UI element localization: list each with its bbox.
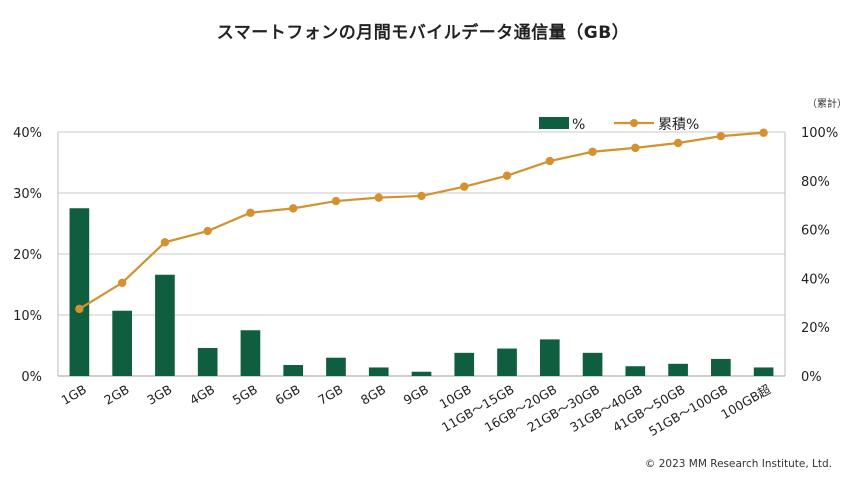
line-point: [417, 191, 426, 201]
chart-title: スマートフォンの月間モバイルデータ通信量（GB）: [216, 23, 630, 43]
y-right-tick-label: 20%: [801, 321, 830, 336]
line-point: [203, 226, 212, 236]
y-left-tick-label: 30%: [13, 187, 42, 202]
bar: [539, 339, 560, 376]
line-point: [460, 182, 469, 191]
y-left-tick-label: 40%: [13, 126, 42, 141]
bar: [197, 347, 218, 376]
legend-label-bars: %: [572, 117, 585, 133]
bar: [454, 352, 475, 376]
x-tick-label: 9GB: [401, 382, 431, 408]
bar: [155, 274, 175, 376]
line-point: [545, 156, 554, 166]
x-tick-label: 8GB: [358, 382, 388, 408]
line-point: [673, 138, 683, 148]
y-right-tick-label: 100%: [801, 126, 838, 141]
bar: [625, 366, 646, 376]
bar: [411, 371, 432, 376]
line-point: [759, 128, 768, 137]
bar: [668, 363, 688, 376]
line-point: [331, 196, 341, 206]
bar: [283, 365, 304, 376]
line-point: [75, 304, 84, 314]
line-point: [588, 147, 597, 156]
legend-marker-line: [630, 119, 638, 127]
bar: [497, 348, 517, 376]
legend-label-line: 累積%: [658, 117, 699, 133]
x-tick-label: 6GB: [272, 382, 302, 408]
bar: [112, 310, 132, 376]
x-tick-label: 1GB: [59, 382, 89, 408]
line-point: [160, 238, 170, 247]
y-left-tick-label: 20%: [13, 248, 42, 263]
bar: [326, 357, 346, 376]
bar: [240, 330, 261, 376]
line-point: [246, 208, 255, 217]
bar: [582, 352, 603, 376]
y-right-tick-label: 0%: [801, 370, 822, 385]
x-tick-label: 7GB: [315, 382, 345, 408]
line-point: [117, 278, 127, 287]
y-right-unit-label: （累計）: [807, 97, 846, 110]
bar: [753, 367, 774, 376]
line-point: [716, 131, 726, 141]
y-right-tick-label: 60%: [801, 224, 830, 239]
bar: [368, 367, 389, 376]
line-point: [289, 204, 298, 213]
legend-swatch-bars: [539, 117, 569, 129]
y-left-tick-label: 0%: [21, 370, 42, 385]
line-point: [374, 193, 383, 202]
line-point: [502, 171, 512, 180]
bar: [711, 358, 731, 376]
y-left-tick-label: 10%: [13, 309, 42, 324]
x-tick-label: 4GB: [187, 382, 217, 408]
copyright-text: © 2023 MM Research Institute, Ltd.: [644, 458, 832, 470]
x-tick-label: 3GB: [144, 382, 174, 408]
x-tick-label: 100GB超: [718, 381, 773, 422]
line-point: [631, 143, 640, 153]
y-right-tick-label: 40%: [801, 272, 830, 287]
x-tick-label: 2GB: [101, 382, 131, 408]
y-right-tick-label: 80%: [801, 175, 830, 190]
cumulative-line: [78, 131, 764, 310]
x-tick-label: 5GB: [230, 382, 260, 408]
bar: [69, 208, 90, 376]
